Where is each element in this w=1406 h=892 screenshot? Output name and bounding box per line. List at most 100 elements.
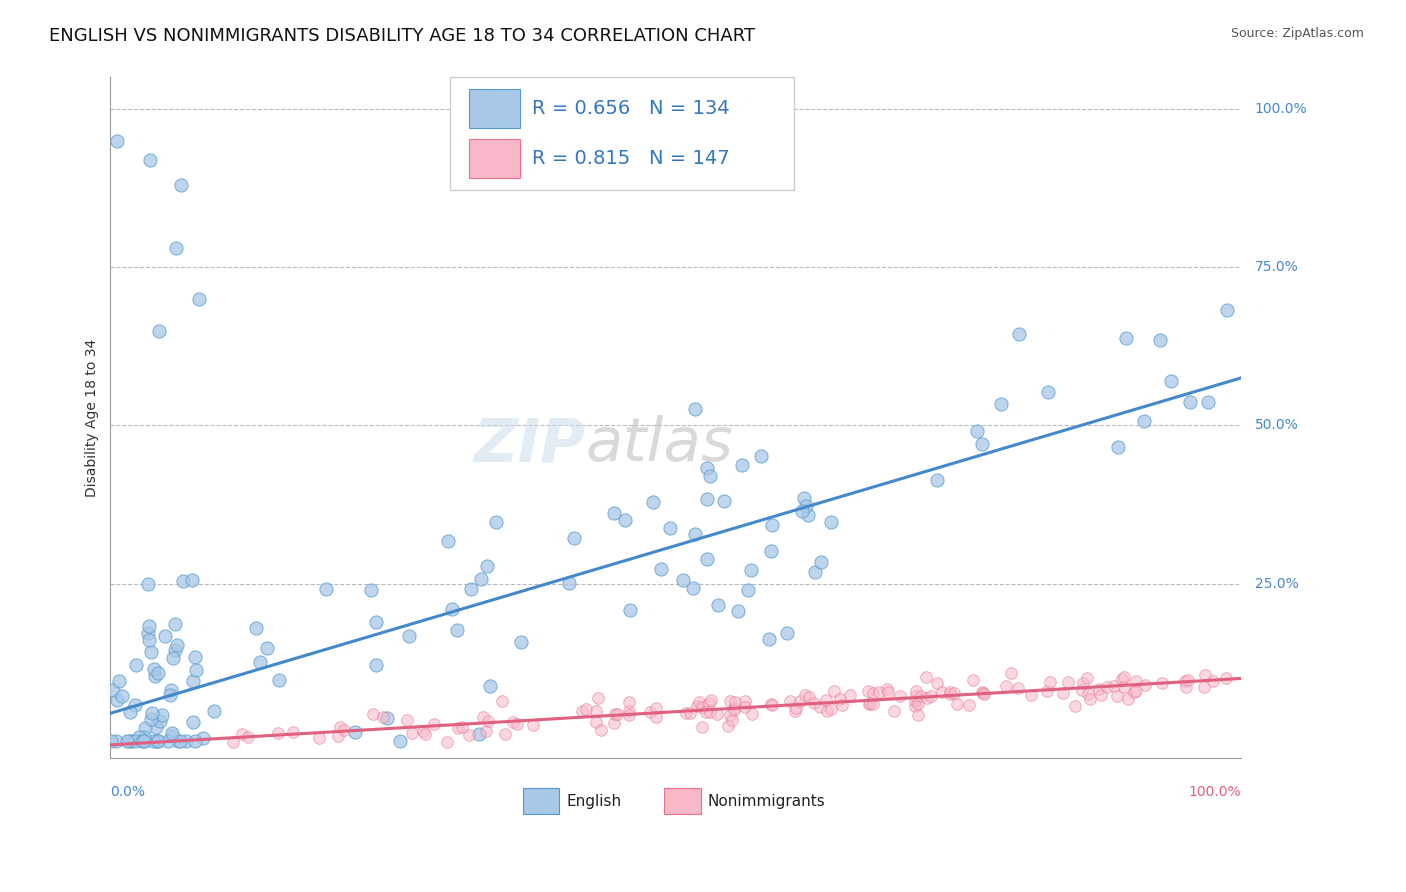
Point — [1007, 681, 1029, 695]
Point — [375, 711, 398, 725]
Text: ZIP: ZIP — [474, 415, 585, 475]
Point — [675, 706, 697, 721]
Point — [202, 704, 225, 718]
Point — [181, 714, 204, 729]
Point — [915, 691, 938, 706]
Point — [970, 685, 993, 699]
Point — [447, 721, 470, 735]
Text: 100.0%: 100.0% — [1254, 102, 1308, 116]
Point — [329, 720, 352, 734]
Point — [761, 518, 783, 533]
Point — [613, 513, 636, 527]
Point — [150, 708, 173, 723]
Point — [586, 690, 609, 705]
Point — [138, 618, 160, 632]
Point — [575, 701, 598, 715]
Point — [111, 690, 134, 704]
Point — [159, 688, 181, 702]
Text: R = 0.656   N = 134: R = 0.656 N = 134 — [531, 99, 730, 119]
Text: ENGLISH VS NONIMMIGRANTS DISABILITY AGE 18 TO 34 CORRELATION CHART: ENGLISH VS NONIMMIGRANTS DISABILITY AGE … — [49, 27, 755, 45]
Point — [1123, 685, 1146, 699]
Point — [659, 521, 682, 535]
Point — [477, 559, 499, 574]
Point — [165, 241, 187, 255]
Point — [793, 688, 815, 702]
Point — [696, 460, 718, 475]
Point — [868, 685, 890, 699]
Point — [558, 576, 581, 591]
Point — [973, 687, 995, 701]
Point — [191, 731, 214, 745]
Point — [876, 681, 898, 696]
Text: Source: ZipAtlas.com: Source: ZipAtlas.com — [1230, 27, 1364, 40]
Point — [1174, 680, 1197, 694]
Point — [741, 706, 763, 721]
Point — [160, 729, 183, 743]
Point — [436, 735, 458, 749]
Y-axis label: Disability Age 18 to 34: Disability Age 18 to 34 — [86, 338, 100, 497]
FancyBboxPatch shape — [468, 89, 520, 128]
Point — [146, 734, 169, 748]
Point — [718, 707, 741, 722]
Point — [315, 582, 337, 596]
Point — [828, 692, 851, 706]
Point — [162, 650, 184, 665]
Point — [231, 727, 253, 741]
Point — [927, 473, 949, 487]
Point — [1133, 414, 1156, 428]
Point — [124, 734, 146, 748]
Point — [1216, 302, 1239, 317]
Point — [706, 707, 728, 722]
Point — [682, 581, 704, 595]
Point — [131, 734, 153, 748]
Point — [160, 725, 183, 739]
Point — [793, 491, 815, 506]
Point — [522, 717, 544, 731]
Point — [856, 683, 879, 698]
Text: Nonimmigrants: Nonimmigrants — [707, 794, 825, 808]
Point — [141, 712, 163, 726]
Point — [683, 402, 706, 417]
Point — [141, 706, 163, 721]
Point — [139, 153, 162, 167]
Point — [458, 728, 481, 742]
Point — [699, 692, 721, 706]
Point — [617, 695, 640, 709]
Point — [269, 673, 291, 687]
Point — [494, 727, 516, 741]
Point — [1107, 440, 1129, 454]
Point — [859, 697, 882, 711]
Point — [163, 616, 186, 631]
Point — [972, 686, 994, 700]
Point — [478, 679, 501, 693]
Point — [683, 526, 706, 541]
Point — [783, 704, 806, 718]
Point — [1115, 331, 1137, 345]
Point — [446, 624, 468, 638]
Point — [141, 645, 163, 659]
Point — [120, 734, 142, 748]
Point — [716, 718, 738, 732]
Point — [475, 724, 498, 739]
Point — [1090, 688, 1112, 702]
FancyBboxPatch shape — [523, 789, 560, 814]
Point — [686, 699, 709, 714]
Text: 50.0%: 50.0% — [1254, 418, 1298, 433]
Point — [1105, 689, 1128, 703]
Point — [1104, 679, 1126, 693]
Point — [166, 639, 188, 653]
Point — [361, 706, 384, 721]
Point — [589, 723, 612, 737]
Point — [939, 687, 962, 701]
Point — [460, 582, 482, 596]
Point — [820, 515, 842, 529]
Point — [803, 696, 825, 710]
Point — [1192, 680, 1215, 694]
Point — [907, 708, 929, 723]
Point — [727, 604, 749, 618]
Point — [966, 424, 988, 438]
Point — [1133, 678, 1156, 692]
Point — [485, 515, 508, 529]
Point — [1088, 681, 1111, 696]
Point — [451, 720, 474, 734]
